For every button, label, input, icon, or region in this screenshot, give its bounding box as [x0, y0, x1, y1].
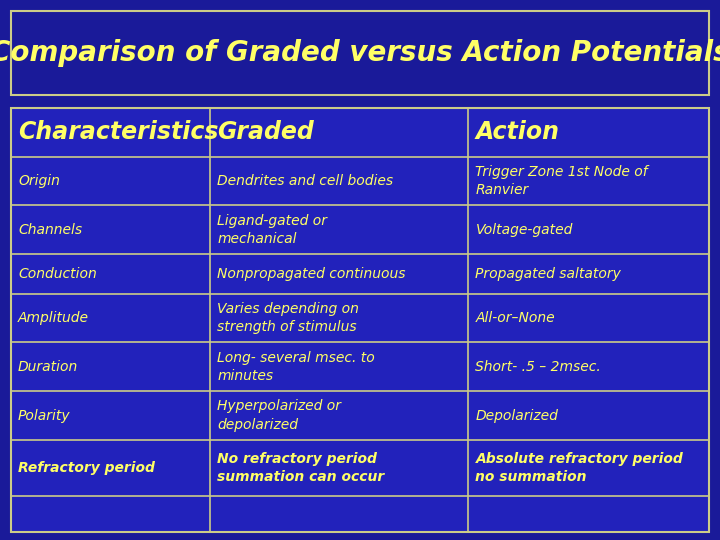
Text: Duration: Duration: [18, 360, 78, 374]
Text: Action: Action: [475, 120, 559, 144]
Text: Refractory period: Refractory period: [18, 461, 155, 475]
Text: Varies depending on
strength of stimulus: Varies depending on strength of stimulus: [217, 302, 359, 334]
Text: Short- .5 – 2msec.: Short- .5 – 2msec.: [475, 360, 601, 374]
Text: Dendrites and cell bodies: Dendrites and cell bodies: [217, 174, 393, 188]
Text: Long- several msec. to
minutes: Long- several msec. to minutes: [217, 350, 375, 383]
Text: Comparison of Graded versus Action Potentials: Comparison of Graded versus Action Poten…: [0, 39, 720, 66]
Text: Hyperpolarized or
depolarized: Hyperpolarized or depolarized: [217, 400, 341, 432]
Text: Nonpropagated continuous: Nonpropagated continuous: [217, 267, 405, 281]
Text: Ligand-gated or
mechanical: Ligand-gated or mechanical: [217, 214, 327, 246]
Text: Graded: Graded: [217, 120, 314, 144]
Text: Polarity: Polarity: [18, 409, 71, 422]
Text: Absolute refractory period
no summation: Absolute refractory period no summation: [475, 451, 683, 484]
Text: Channels: Channels: [18, 223, 82, 237]
Text: No refractory period
summation can occur: No refractory period summation can occur: [217, 451, 384, 484]
Text: Conduction: Conduction: [18, 267, 96, 281]
Text: Depolarized: Depolarized: [475, 409, 558, 422]
Bar: [11, 108, 709, 532]
Text: Trigger Zone 1st Node of
Ranvier: Trigger Zone 1st Node of Ranvier: [475, 165, 648, 197]
Text: Voltage-gated: Voltage-gated: [475, 223, 573, 237]
Text: All-or–None: All-or–None: [475, 311, 555, 325]
Text: Characteristics: Characteristics: [18, 120, 218, 144]
Text: Amplitude: Amplitude: [18, 311, 89, 325]
Bar: [11, 11, 709, 94]
Text: Propagated saltatory: Propagated saltatory: [475, 267, 621, 281]
Text: Origin: Origin: [18, 174, 60, 188]
